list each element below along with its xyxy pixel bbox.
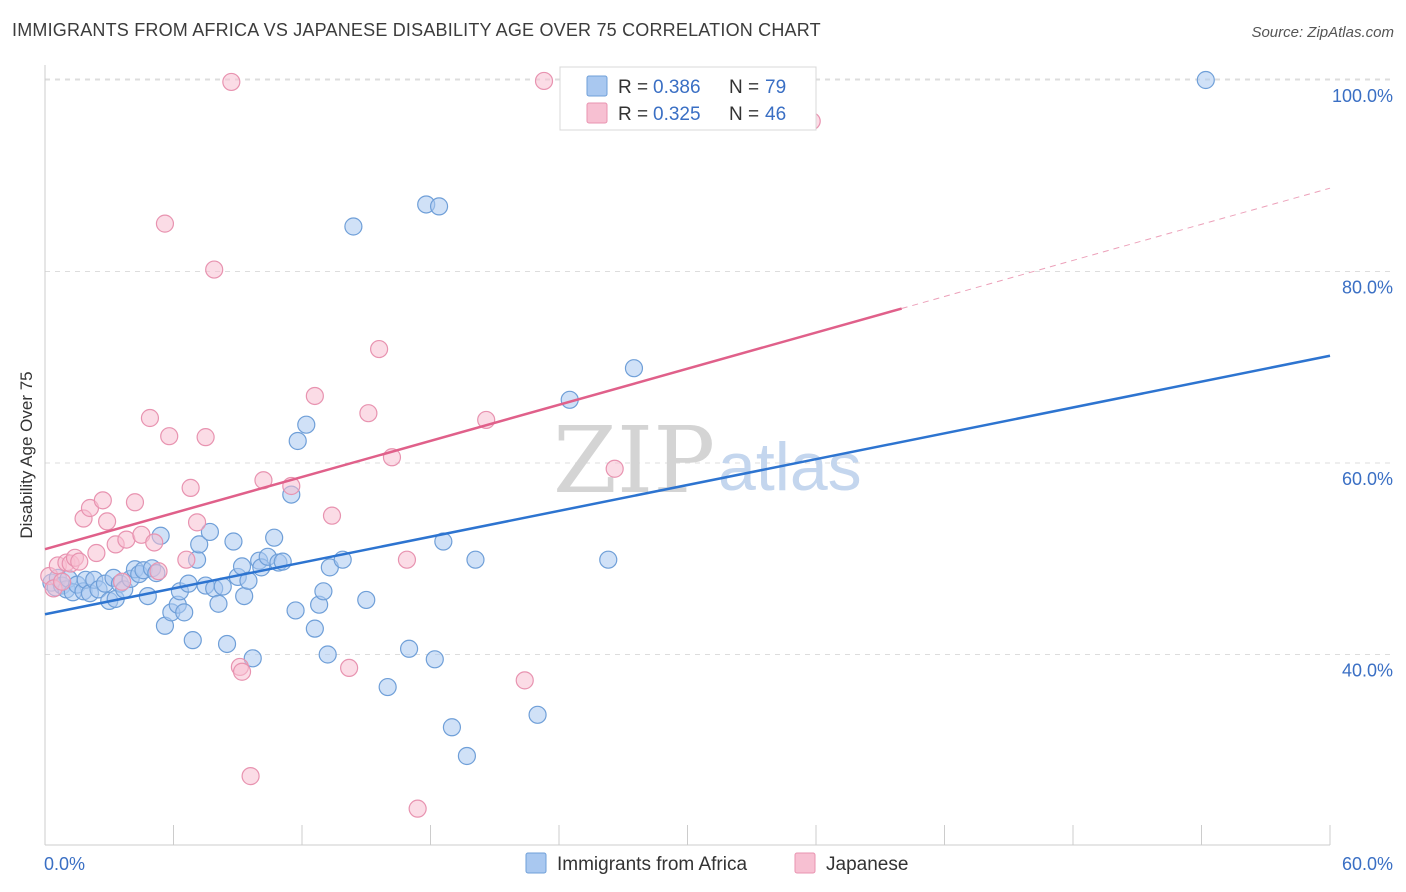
point-japanese-34 xyxy=(305,386,324,406)
point-japanese-21 xyxy=(155,214,175,233)
point-africa-47 xyxy=(243,649,262,668)
point-africa-69 xyxy=(425,650,444,669)
legend-swatch-africa xyxy=(586,75,608,97)
legend-r-value-japanese: 0.325 xyxy=(653,104,701,125)
point-japanese-25 xyxy=(187,513,207,532)
point-japanese-24 xyxy=(181,478,200,497)
point-japanese-36 xyxy=(340,658,359,678)
point-africa-33 xyxy=(183,631,202,650)
bottom-legend-label-africa: Immigrants from Africa xyxy=(557,854,747,875)
point-africa-70 xyxy=(429,197,449,216)
point-japanese-18 xyxy=(140,408,160,428)
bottom-legend-label-japanese: Japanese xyxy=(826,854,908,875)
point-africa-75 xyxy=(528,705,547,724)
point-japanese-43 xyxy=(515,671,534,690)
point-africa-37 xyxy=(200,522,220,542)
point-africa-35 xyxy=(190,535,209,554)
point-japanese-15 xyxy=(117,530,136,549)
trend-layer xyxy=(44,187,1331,616)
y-tick-label-60: 60.0% xyxy=(1342,469,1393,489)
point-japanese-40 xyxy=(397,550,417,569)
point-africa-51 xyxy=(265,528,284,547)
bottom-legend-swatch-africa xyxy=(525,852,547,874)
point-africa-74 xyxy=(466,550,485,569)
point-africa-58 xyxy=(305,619,324,638)
point-japanese-23 xyxy=(177,550,196,569)
point-japanese-44 xyxy=(534,71,554,91)
point-japanese-22 xyxy=(160,427,179,446)
point-japanese-11 xyxy=(93,491,112,510)
point-africa-79 xyxy=(1196,70,1215,90)
point-japanese-16 xyxy=(125,493,145,512)
y-axis-title: Disability Age Over 75 xyxy=(17,371,36,538)
point-japanese-10 xyxy=(87,543,106,563)
legend-n-label-japanese: N = xyxy=(729,104,759,125)
x-tick-label-max: 60.0% xyxy=(1342,854,1393,874)
trend-line-extension-japanese xyxy=(901,187,1331,310)
source-label: Source: ZipAtlas.com xyxy=(1251,24,1394,41)
point-africa-55 xyxy=(286,601,305,620)
bottom-legend: Immigrants from Africa Japanese xyxy=(525,852,908,875)
legend-swatch-japanese xyxy=(586,102,608,124)
point-japanese-14 xyxy=(112,572,132,591)
point-japanese-27 xyxy=(205,260,224,279)
x-tick-label-min: 0.0% xyxy=(44,854,85,874)
y-tick-label-80: 80.0% xyxy=(1342,278,1393,298)
point-japanese-7 xyxy=(70,552,89,571)
trend-line-africa xyxy=(44,354,1331,616)
legend-n-value-africa: 79 xyxy=(765,77,786,98)
point-africa-61 xyxy=(318,645,337,664)
point-japanese-45 xyxy=(605,459,624,478)
point-japanese-38 xyxy=(370,339,389,359)
point-africa-56 xyxy=(288,431,307,451)
legend-r-value-africa: 0.386 xyxy=(653,77,701,98)
trend-line-japanese xyxy=(44,307,903,551)
legend-r-label-japanese: R = xyxy=(618,104,648,125)
point-africa-45 xyxy=(235,586,254,606)
points-layer xyxy=(40,70,1215,818)
point-japanese-31 xyxy=(241,767,260,786)
point-japanese-26 xyxy=(196,428,215,447)
chart-title: IMMIGRANTS FROM AFRICA VS JAPANESE DISAB… xyxy=(12,20,821,40)
point-africa-78 xyxy=(624,359,644,378)
point-africa-73 xyxy=(457,746,477,766)
legend-r-label-africa: R = xyxy=(618,77,648,98)
point-africa-64 xyxy=(344,217,363,236)
point-africa-66 xyxy=(378,677,397,697)
point-africa-72 xyxy=(442,718,462,737)
y-tick-label-40: 40.0% xyxy=(1342,661,1393,681)
point-japanese-3 xyxy=(53,572,72,591)
point-japanese-35 xyxy=(322,506,342,525)
point-africa-41 xyxy=(217,634,237,654)
point-africa-57 xyxy=(297,415,316,434)
watermark-atlas: atlas xyxy=(718,429,862,505)
point-japanese-12 xyxy=(98,512,117,531)
point-japanese-30 xyxy=(232,662,252,681)
point-africa-67 xyxy=(399,639,419,658)
axis-layer xyxy=(44,65,1331,846)
y-tick-labels: 40.0% 60.0% 80.0% 100.0% xyxy=(1332,86,1393,681)
point-japanese-37 xyxy=(359,404,378,423)
point-japanese-41 xyxy=(408,799,427,818)
point-africa-42 xyxy=(224,532,243,551)
point-africa-65 xyxy=(357,590,376,610)
watermark-zip: ZIP xyxy=(553,407,715,514)
point-africa-31 xyxy=(175,603,194,622)
point-africa-77 xyxy=(599,550,618,569)
legend-n-label-africa: N = xyxy=(729,77,759,98)
point-japanese-28 xyxy=(222,72,241,92)
bottom-legend-swatch-japanese xyxy=(794,852,816,874)
point-japanese-19 xyxy=(145,533,164,552)
point-africa-60 xyxy=(314,582,333,601)
point-africa-39 xyxy=(209,594,228,613)
point-japanese-20 xyxy=(149,562,168,581)
y-tick-label-100: 100.0% xyxy=(1332,86,1393,106)
point-africa-23 xyxy=(138,586,157,606)
legend-n-value-japanese: 46 xyxy=(765,104,786,125)
top-legend: R = 0.386 N = 79 R = 0.325 N = 46 xyxy=(559,66,817,131)
